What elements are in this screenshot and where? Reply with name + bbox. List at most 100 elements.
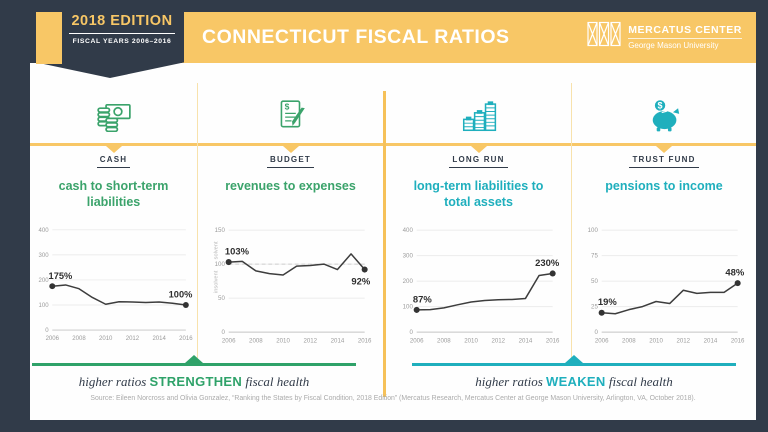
svg-text:insolvent: insolvent xyxy=(213,270,219,293)
svg-text:2016: 2016 xyxy=(179,336,193,342)
svg-text:100%: 100% xyxy=(169,290,193,300)
svg-text:2010: 2010 xyxy=(464,337,478,344)
banner-line xyxy=(412,355,736,366)
badge-divider xyxy=(69,33,175,34)
banner-text: higher ratios WEAKEN fiscal health xyxy=(475,374,673,389)
logo-subname: George Mason University xyxy=(628,40,719,50)
mercatus-logo: MERCATUS CENTER George Mason University xyxy=(587,21,742,52)
svg-text:150: 150 xyxy=(214,227,225,234)
svg-text:2014: 2014 xyxy=(704,337,718,344)
banner-line xyxy=(32,355,356,366)
svg-text:87%: 87% xyxy=(412,294,431,305)
svg-text:100: 100 xyxy=(214,261,225,268)
svg-text:0: 0 xyxy=(45,328,49,334)
panel-separator xyxy=(197,83,198,358)
long-run-icon xyxy=(461,98,497,137)
svg-text:100: 100 xyxy=(402,304,413,311)
svg-text:2006: 2006 xyxy=(595,337,609,344)
category-label: LONG RUN xyxy=(449,155,508,168)
panel-trust-fund: $ TRUST FUND pensions to income 0 25 50 75 1… xyxy=(572,63,756,420)
svg-text:103%: 103% xyxy=(224,247,249,258)
pointer-triangle-up xyxy=(185,355,203,363)
line-chart-cash: 0 100 200 300 400 2006 2008 2010 2012 2014 2016 175… xyxy=(30,215,197,354)
header-bar: CONNECTICUT FISCAL RATIOS MERCATUS CENTE… xyxy=(0,0,768,78)
svg-text:50: 50 xyxy=(591,278,598,285)
svg-text:2010: 2010 xyxy=(276,337,290,344)
svg-text:25: 25 xyxy=(591,304,598,311)
svg-text:0: 0 xyxy=(409,329,413,336)
svg-text:2012: 2012 xyxy=(491,337,505,344)
chart-title: revenues to expenses xyxy=(225,179,356,193)
svg-text:$: $ xyxy=(658,101,663,111)
svg-text:2012: 2012 xyxy=(303,337,317,344)
svg-text:200: 200 xyxy=(402,278,413,285)
pointer-triangle-up xyxy=(565,355,583,363)
svg-text:230%: 230% xyxy=(535,258,560,269)
line-chart-trust-fund: 0 25 50 75 100 2006 2008 2010 2012 2014 2016 19% 48% xyxy=(579,215,749,357)
svg-text:2014: 2014 xyxy=(518,337,532,344)
svg-text:300: 300 xyxy=(39,253,50,259)
line-chart-long-run: 0 100 200 300 400 2006 2008 2010 2012 2014 2016 87%… xyxy=(394,215,564,357)
svg-text:2008: 2008 xyxy=(437,337,451,344)
piggy-bank-icon: $ xyxy=(646,98,682,137)
emphasis-word: WEAKEN xyxy=(546,374,606,389)
center-divider xyxy=(383,91,386,397)
svg-text:75: 75 xyxy=(591,253,598,260)
chart-title: long-term liabilities to total assets xyxy=(413,179,544,209)
svg-text:200: 200 xyxy=(39,278,50,284)
svg-text:0: 0 xyxy=(221,329,225,336)
panel-budget: $ BUDGET revenues to expenses 0 50 100 150 2… xyxy=(198,63,383,420)
logo-name: MERCATUS CENTER xyxy=(628,24,742,39)
svg-text:100: 100 xyxy=(39,303,50,309)
category-label: BUDGET xyxy=(267,155,314,168)
title-band: CONNECTICUT FISCAL RATIOS MERCATUS CENTE… xyxy=(182,12,756,63)
content-sheet: CASH cash to short-term liabilities 0 100… xyxy=(30,63,756,420)
source-citation: Source: Eileen Norcross and Olivia Gonza… xyxy=(90,395,696,402)
svg-text:2008: 2008 xyxy=(622,337,636,344)
svg-text:2012: 2012 xyxy=(126,336,140,342)
svg-text:2006: 2006 xyxy=(221,337,235,344)
accent-line xyxy=(386,143,571,153)
banner-text: higher ratios STRENGTHEN fiscal health xyxy=(78,374,310,389)
svg-text:2006: 2006 xyxy=(46,336,60,342)
category-label: CASH xyxy=(96,155,131,168)
svg-text:2012: 2012 xyxy=(676,337,690,344)
svg-text:175%: 175% xyxy=(49,271,73,281)
svg-text:2014: 2014 xyxy=(330,337,344,344)
svg-text:2016: 2016 xyxy=(545,337,559,344)
svg-text:400: 400 xyxy=(402,227,413,234)
svg-text:$: $ xyxy=(284,102,289,112)
svg-text:300: 300 xyxy=(402,253,413,260)
panel-long-run: LONG RUN long-term liabilities to total … xyxy=(386,63,571,420)
svg-text:400: 400 xyxy=(39,228,50,234)
pointer-triangle xyxy=(656,146,672,153)
svg-text:2010: 2010 xyxy=(99,336,113,342)
emphasis-word: STRENGTHEN xyxy=(149,374,243,389)
panel-cash: CASH cash to short-term liabilities 0 100… xyxy=(30,63,197,420)
svg-text:2016: 2016 xyxy=(731,337,745,344)
svg-text:48%: 48% xyxy=(725,268,744,279)
accent-line xyxy=(572,143,756,153)
svg-text:0: 0 xyxy=(594,329,598,336)
svg-text:2006: 2006 xyxy=(409,337,423,344)
panel-separator xyxy=(571,83,572,358)
page-title: CONNECTICUT FISCAL RATIOS xyxy=(202,26,510,48)
svg-text:100: 100 xyxy=(588,227,599,234)
category-label: TRUST FUND xyxy=(629,155,699,168)
budget-icon: $ xyxy=(274,98,308,137)
edition-title: 2018 EDITION xyxy=(71,13,173,29)
svg-text:2016: 2016 xyxy=(357,337,371,344)
accent-line xyxy=(198,143,383,153)
svg-text:solvent: solvent xyxy=(213,241,219,259)
svg-text:92%: 92% xyxy=(351,277,370,288)
svg-text:19%: 19% xyxy=(598,297,617,308)
svg-text:2014: 2014 xyxy=(152,336,166,342)
pointer-triangle xyxy=(105,146,122,153)
pointer-triangle xyxy=(470,146,487,153)
chart-title: cash to short-term liabilities xyxy=(58,179,169,209)
svg-text:2008: 2008 xyxy=(72,336,86,342)
line-chart-budget: 0 50 100 150 2006 2008 2010 2012 2014 2016 solvent… xyxy=(206,215,376,357)
edition-ribbon xyxy=(36,12,62,64)
edition-subtitle: FISCAL YEARS 2006–2016 xyxy=(72,38,172,45)
